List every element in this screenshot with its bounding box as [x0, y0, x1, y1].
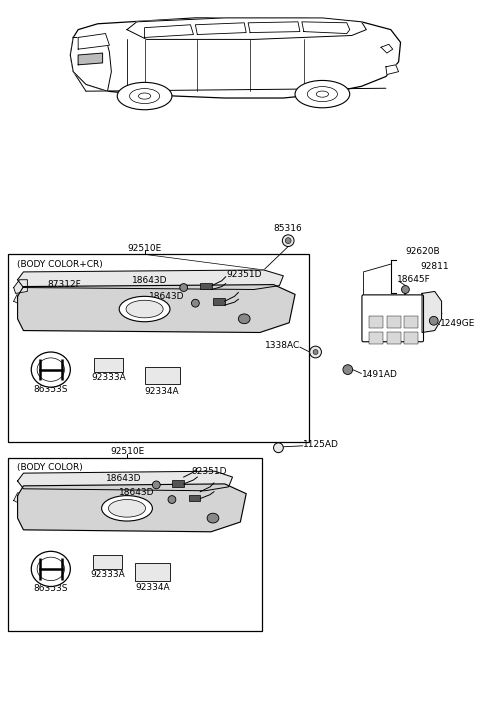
Ellipse shape [102, 496, 153, 521]
Bar [213, 299, 225, 305]
Polygon shape [302, 22, 350, 34]
Ellipse shape [117, 83, 172, 109]
Ellipse shape [108, 500, 145, 517]
Text: 1249GE: 1249GE [440, 319, 475, 328]
Circle shape [343, 365, 353, 374]
Circle shape [429, 316, 438, 325]
Polygon shape [18, 484, 246, 532]
Bar [144, 366, 180, 384]
Text: 1125AD: 1125AD [303, 441, 339, 449]
Ellipse shape [126, 300, 163, 318]
Polygon shape [195, 23, 246, 35]
Text: 92510E: 92510E [110, 447, 144, 456]
Text: 92333A: 92333A [91, 373, 126, 382]
Bar [172, 480, 184, 487]
Ellipse shape [307, 87, 337, 102]
Text: 18643D: 18643D [132, 276, 168, 285]
Ellipse shape [239, 314, 250, 323]
Polygon shape [13, 493, 22, 503]
Polygon shape [127, 18, 366, 40]
Bar [387, 333, 400, 345]
Bar [8, 457, 262, 631]
Bar [8, 254, 309, 442]
Circle shape [274, 443, 283, 453]
Polygon shape [13, 280, 27, 294]
Text: 86353S: 86353S [34, 385, 68, 394]
Bar [369, 316, 383, 328]
Text: 1338AC: 1338AC [264, 341, 300, 349]
Circle shape [153, 481, 160, 489]
Ellipse shape [31, 551, 71, 587]
Text: 85316: 85316 [274, 225, 302, 234]
Text: 92334A: 92334A [145, 387, 180, 395]
Text: (BODY COLOR): (BODY COLOR) [17, 463, 83, 472]
Polygon shape [18, 471, 232, 491]
Ellipse shape [31, 352, 71, 387]
Ellipse shape [207, 513, 219, 523]
Text: 92811: 92811 [420, 261, 449, 270]
Ellipse shape [295, 80, 350, 108]
Polygon shape [144, 25, 193, 37]
Polygon shape [422, 292, 442, 333]
Polygon shape [78, 53, 103, 65]
Text: 18643D: 18643D [106, 474, 141, 482]
Circle shape [180, 284, 188, 292]
Bar [93, 555, 122, 569]
Circle shape [192, 299, 199, 307]
Ellipse shape [130, 88, 160, 104]
Text: 92351D: 92351D [192, 467, 227, 476]
Text: 92510E: 92510E [128, 244, 162, 253]
Bar [405, 316, 418, 328]
Circle shape [310, 346, 322, 358]
Bar [405, 333, 418, 345]
Circle shape [282, 235, 294, 246]
Polygon shape [248, 22, 300, 32]
Bar [369, 333, 383, 345]
Polygon shape [18, 270, 283, 289]
Polygon shape [18, 285, 295, 333]
Polygon shape [386, 65, 398, 75]
Text: 18643D: 18643D [119, 489, 155, 497]
Text: 1491AD: 1491AD [361, 370, 397, 379]
Circle shape [285, 238, 291, 244]
Bar [200, 282, 212, 289]
Text: 18645F: 18645F [396, 275, 431, 285]
Text: 18643D: 18643D [148, 292, 184, 301]
Circle shape [401, 286, 409, 294]
FancyBboxPatch shape [362, 295, 423, 342]
Ellipse shape [119, 297, 170, 322]
Bar [135, 563, 170, 580]
Text: 92620B: 92620B [406, 247, 440, 256]
Text: 92351D: 92351D [227, 270, 262, 280]
Polygon shape [13, 294, 22, 303]
Text: 92334A: 92334A [135, 583, 170, 592]
Polygon shape [71, 37, 111, 91]
Polygon shape [71, 18, 400, 98]
Bar [189, 495, 200, 501]
Ellipse shape [316, 91, 328, 97]
Ellipse shape [138, 93, 151, 99]
Text: (BODY COLOR+CR): (BODY COLOR+CR) [17, 260, 102, 268]
Bar [94, 358, 123, 371]
Circle shape [313, 349, 318, 354]
Polygon shape [78, 34, 109, 49]
Text: 92333A: 92333A [90, 570, 125, 579]
Circle shape [168, 496, 176, 503]
Bar [387, 316, 400, 328]
Text: 86353S: 86353S [34, 584, 68, 593]
Polygon shape [381, 44, 393, 53]
Text: 87312F: 87312F [47, 280, 81, 289]
